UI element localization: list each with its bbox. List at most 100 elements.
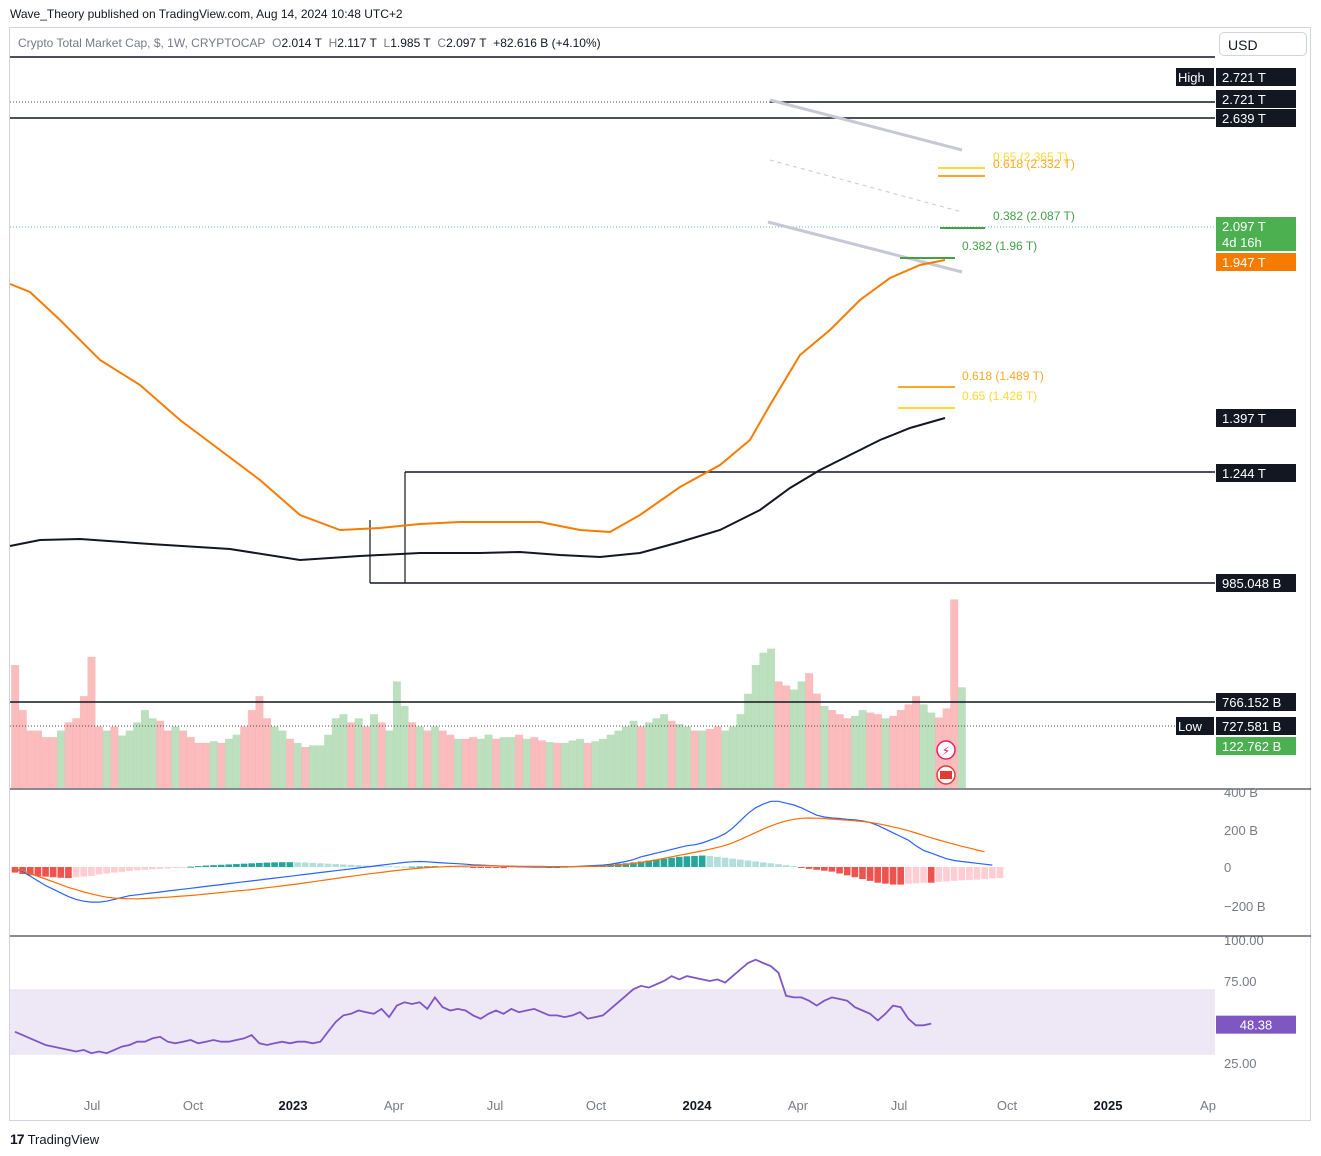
volume-bar — [400, 706, 409, 788]
macd-histogram-bar — [233, 864, 240, 867]
volume-bar — [767, 648, 775, 788]
volume-bar — [728, 726, 737, 788]
macd-axis-tick: 400 B — [1224, 785, 1258, 800]
volume-bar — [49, 737, 58, 788]
channel-lower-line — [767, 220, 963, 274]
macd-histogram-bar — [920, 867, 927, 883]
volume-bar — [476, 738, 485, 788]
price-tag-countdown: 4d 16h — [1222, 235, 1262, 250]
price-tag-box — [1216, 217, 1296, 251]
macd-histogram-bar — [897, 867, 904, 885]
macd-histogram-bar — [355, 865, 362, 867]
macd-histogram-bar — [523, 867, 530, 868]
macd-histogram-bar — [263, 862, 271, 867]
volume-bar — [843, 718, 852, 788]
macd-histogram-bar — [240, 863, 248, 867]
price-tag-box — [1216, 574, 1296, 592]
price-tag-label-box — [1176, 68, 1214, 86]
sma-200-line — [9, 417, 946, 562]
volume-bar — [820, 706, 829, 788]
volume-bar — [102, 730, 111, 788]
macd-signal-line — [14, 817, 985, 900]
publisher-caption: Wave_Theory published on TradingView.com… — [10, 7, 403, 21]
volume-bar — [644, 722, 653, 788]
rsi-band — [10, 989, 1215, 1055]
channel-mid-line — [769, 159, 963, 213]
price-tag-value: 766.152 B — [1222, 695, 1281, 710]
volume-bar — [347, 722, 356, 788]
volume-bar — [667, 720, 676, 788]
volume-bar — [87, 656, 96, 788]
time-axis-tick: Oct — [586, 1098, 607, 1113]
volume-bar — [461, 738, 470, 788]
macd-histogram-bar — [836, 867, 843, 874]
volume-bar — [751, 665, 760, 788]
macd-histogram-bar — [225, 864, 233, 867]
macd-histogram-bar — [668, 857, 675, 867]
time-axis-tick: Apr — [788, 1098, 809, 1113]
volume-bar — [515, 734, 524, 788]
currency-button[interactable]: USD — [1219, 32, 1307, 56]
price-tag-box — [1216, 109, 1296, 127]
volume-bar — [675, 724, 684, 788]
macd-histogram-bar — [759, 862, 767, 867]
macd-histogram-bar — [217, 864, 225, 867]
macd-histogram-bar — [492, 867, 500, 868]
volume-bar — [904, 704, 913, 788]
volume-bar — [545, 742, 554, 788]
us-flag-icon-stripes — [940, 771, 952, 779]
macd-histogram-bar — [966, 867, 973, 880]
legend-o-label: O — [272, 36, 282, 50]
volume-bar — [316, 745, 325, 788]
footer-brand[interactable]: TradingView — [27, 1131, 100, 1147]
volume-bar — [339, 714, 348, 788]
volume-bar — [637, 726, 646, 788]
volume-bar — [492, 738, 501, 788]
volume-bar — [110, 726, 119, 788]
macd-histogram-bar — [202, 865, 210, 867]
macd-histogram-bar — [271, 862, 278, 867]
fib-label: 0.65 (2.365 T) — [993, 150, 1068, 164]
macd-histogram-bar — [798, 867, 805, 868]
volume-bar — [263, 718, 272, 788]
macd-histogram-bar — [950, 867, 958, 881]
macd-histogram-bar — [622, 863, 630, 867]
macd-histogram-bar — [378, 866, 385, 868]
volume-bar — [423, 730, 432, 788]
legend-change: +82.616 B (+4.10%) — [493, 36, 601, 50]
time-axis-tick: Jul — [891, 1098, 908, 1113]
legend-open: 2.014 T — [281, 36, 322, 50]
time-axis-tick: Ap — [1200, 1098, 1216, 1113]
volume-bar — [186, 737, 195, 788]
price-tag-label: High — [1178, 70, 1205, 85]
macd-histogram-bar — [744, 860, 752, 867]
legend-l-label: L — [383, 36, 391, 50]
macd-histogram-bar — [339, 864, 347, 867]
volume-bar — [324, 734, 333, 788]
volume-bar — [721, 730, 730, 788]
volume-bar — [95, 726, 104, 788]
macd-histogram-bar — [675, 856, 683, 867]
price-tag-value: 2.097 T — [1222, 219, 1266, 234]
time-axis-tick: Jul — [84, 1098, 101, 1113]
volume-bar — [278, 730, 287, 788]
price-tag-box — [1216, 693, 1296, 711]
macd-histogram-bar — [462, 867, 469, 868]
macd-histogram-bar — [34, 867, 42, 877]
volume-bar — [881, 718, 890, 788]
volume-bar — [950, 599, 959, 788]
volume-bar — [858, 710, 867, 788]
volume-bar — [957, 687, 966, 788]
volume-bar — [530, 737, 539, 788]
legend-symbol[interactable]: Crypto Total Market Cap, $, 1W, CRYPTOCA… — [18, 36, 266, 50]
macd-histogram-bar — [767, 863, 775, 867]
macd-histogram-bar — [874, 867, 882, 883]
volume-bar — [438, 730, 447, 788]
volume-bar — [835, 714, 844, 788]
volume-bar — [118, 735, 127, 788]
macd-histogram-bar — [88, 867, 95, 876]
volume-bar — [377, 722, 386, 788]
macd-histogram-bar — [248, 863, 256, 867]
macd-histogram-bar — [752, 861, 759, 867]
